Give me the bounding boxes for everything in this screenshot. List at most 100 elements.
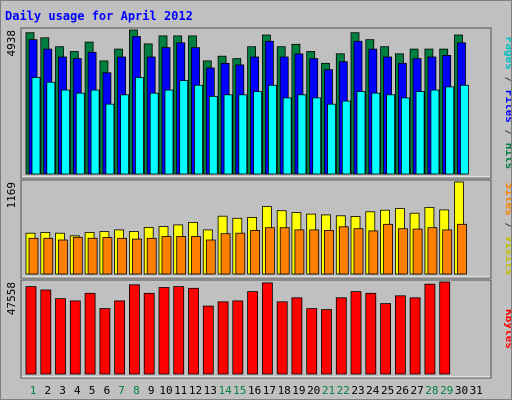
- panel-kbytes: 47558 KBytes: [5, 279, 511, 379]
- x-tick-label: 10: [159, 384, 172, 397]
- bar-sites-day-2: [43, 237, 54, 275]
- panel-border: [20, 27, 492, 179]
- side-legend-part: Pages: [503, 37, 511, 70]
- x-tick-label: 16: [248, 384, 261, 397]
- x-tick-label: 3: [59, 384, 66, 397]
- bar-kbytes-day-5: [84, 292, 96, 375]
- series-sites: [28, 223, 467, 275]
- x-tick-label: 28: [425, 384, 438, 397]
- bar-pages-day-20: [312, 97, 322, 175]
- bar-pages-day-12: [194, 84, 203, 175]
- bar-kbytes-day-24: [365, 292, 377, 375]
- x-tick-label: 30: [455, 384, 468, 397]
- bar-kbytes-day-10: [158, 287, 170, 375]
- panel-max-label: 4938: [5, 30, 18, 57]
- bar-pages-day-3: [61, 89, 70, 175]
- bar-kbytes-day-22: [335, 297, 347, 375]
- bar-sites-day-5: [87, 237, 98, 275]
- bar-pages-day-24: [371, 92, 381, 175]
- bar-kbytes-day-27: [409, 297, 421, 375]
- bar-pages-day-18: [282, 97, 292, 175]
- x-axis-day-labels: 1 2 3 4 5 6 7 8 9 10 11 12 13 14 15 16 17 18 19 20 21 22 23 24 2…: [30, 384, 483, 397]
- x-tick-label: 7: [118, 384, 125, 397]
- bar-pages-day-27: [415, 91, 425, 175]
- bar-sites-day-23: [353, 228, 364, 275]
- chart-title: Daily usage for April 2012: [5, 9, 193, 23]
- bar-sites-day-21: [324, 229, 334, 275]
- bar-pages-day-2: [46, 81, 56, 175]
- side-legend-part: /: [503, 70, 511, 90]
- bar-pages-day-1: [31, 77, 41, 175]
- bar-pages-day-6: [105, 103, 115, 175]
- bar-sites-day-28: [427, 227, 438, 275]
- bar-kbytes-day-9: [143, 292, 155, 375]
- x-tick-label: 5: [89, 384, 96, 397]
- bar-pages-day-8: [134, 77, 144, 175]
- bar-kbytes-day-25: [380, 303, 392, 375]
- bar-pages-day-14: [223, 94, 233, 175]
- x-tick-label: 15: [233, 384, 246, 397]
- series-kbytes: [25, 281, 451, 375]
- bar-pages-day-23: [356, 91, 366, 175]
- x-tick-label: 31: [470, 384, 483, 397]
- bar-kbytes-day-4: [69, 300, 81, 375]
- bar-pages-day-21: [327, 103, 336, 175]
- bar-sites-day-16: [250, 229, 261, 275]
- bar-sites-day-18: [279, 227, 290, 275]
- bar-sites-day-20: [309, 229, 320, 275]
- bar-kbytes-day-18: [276, 301, 288, 375]
- bar-kbytes-day-17: [261, 282, 273, 375]
- bar-pages-day-28: [430, 89, 440, 175]
- bar-sites-day-4: [72, 236, 83, 275]
- bar-sites-day-24: [368, 230, 379, 275]
- bar-sites-day-25: [383, 223, 394, 275]
- bar-sites-day-14: [220, 233, 231, 275]
- bar-sites-day-22: [338, 226, 349, 275]
- side-legend-part: KBytes: [503, 309, 511, 349]
- bar-kbytes-day-2: [40, 289, 52, 375]
- bar-sites-day-30: [457, 223, 467, 275]
- bar-kbytes-day-15: [232, 300, 244, 375]
- side-legend-part: /: [503, 123, 511, 143]
- bar-kbytes-day-19: [291, 297, 303, 375]
- bar-sites-day-19: [294, 229, 305, 275]
- bar-pages-day-11: [179, 80, 189, 175]
- bar-sites-day-10: [161, 236, 172, 275]
- side-legend-label: KBytes: [503, 309, 511, 349]
- side-legend-part: /: [503, 216, 511, 236]
- bar-pages-day-19: [297, 94, 307, 175]
- bar-sites-day-29: [442, 229, 453, 275]
- bar-sites-day-6: [102, 237, 113, 275]
- bar-kbytes-day-16: [247, 291, 259, 375]
- bar-kbytes-day-8: [128, 284, 140, 375]
- bar-kbytes-day-26: [394, 295, 406, 375]
- side-legend-part: Visits: [503, 236, 511, 276]
- x-tick-label: 27: [410, 384, 423, 397]
- side-legend-label: Sites / Visits: [503, 183, 511, 276]
- bar-kbytes-day-23: [350, 291, 362, 375]
- panel-max-label: 47558: [5, 282, 18, 315]
- bar-kbytes-day-7: [114, 300, 125, 375]
- x-tick-label: 22: [337, 384, 350, 397]
- x-tick-label: 24: [366, 384, 380, 397]
- x-tick-label: 23: [351, 384, 364, 397]
- bar-pages-day-4: [75, 92, 85, 175]
- x-tick-label: 21: [322, 384, 335, 397]
- bar-kbytes-day-3: [55, 298, 66, 375]
- x-tick-label: 9: [148, 384, 155, 397]
- bar-kbytes-day-13: [202, 305, 214, 375]
- x-tick-label: 19: [292, 384, 305, 397]
- panel-pages-files-hits: 4938 Pages / Files / Hits: [5, 27, 511, 179]
- bar-pages-day-9: [149, 92, 159, 175]
- series-pages: [31, 77, 469, 175]
- bar-pages-day-29: [445, 86, 455, 175]
- bar-pages-day-30: [460, 84, 469, 175]
- bar-pages-day-25: [386, 94, 396, 175]
- x-tick-label: 14: [218, 384, 232, 397]
- x-tick-label: 20: [307, 384, 320, 397]
- x-tick-label: 18: [278, 384, 291, 397]
- bar-kbytes-day-21: [321, 309, 332, 375]
- x-tick-label: 4: [74, 384, 81, 397]
